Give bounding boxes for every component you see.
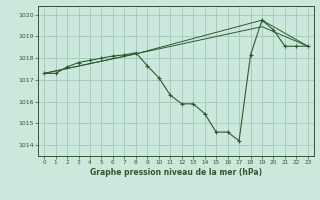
- X-axis label: Graphe pression niveau de la mer (hPa): Graphe pression niveau de la mer (hPa): [90, 168, 262, 177]
